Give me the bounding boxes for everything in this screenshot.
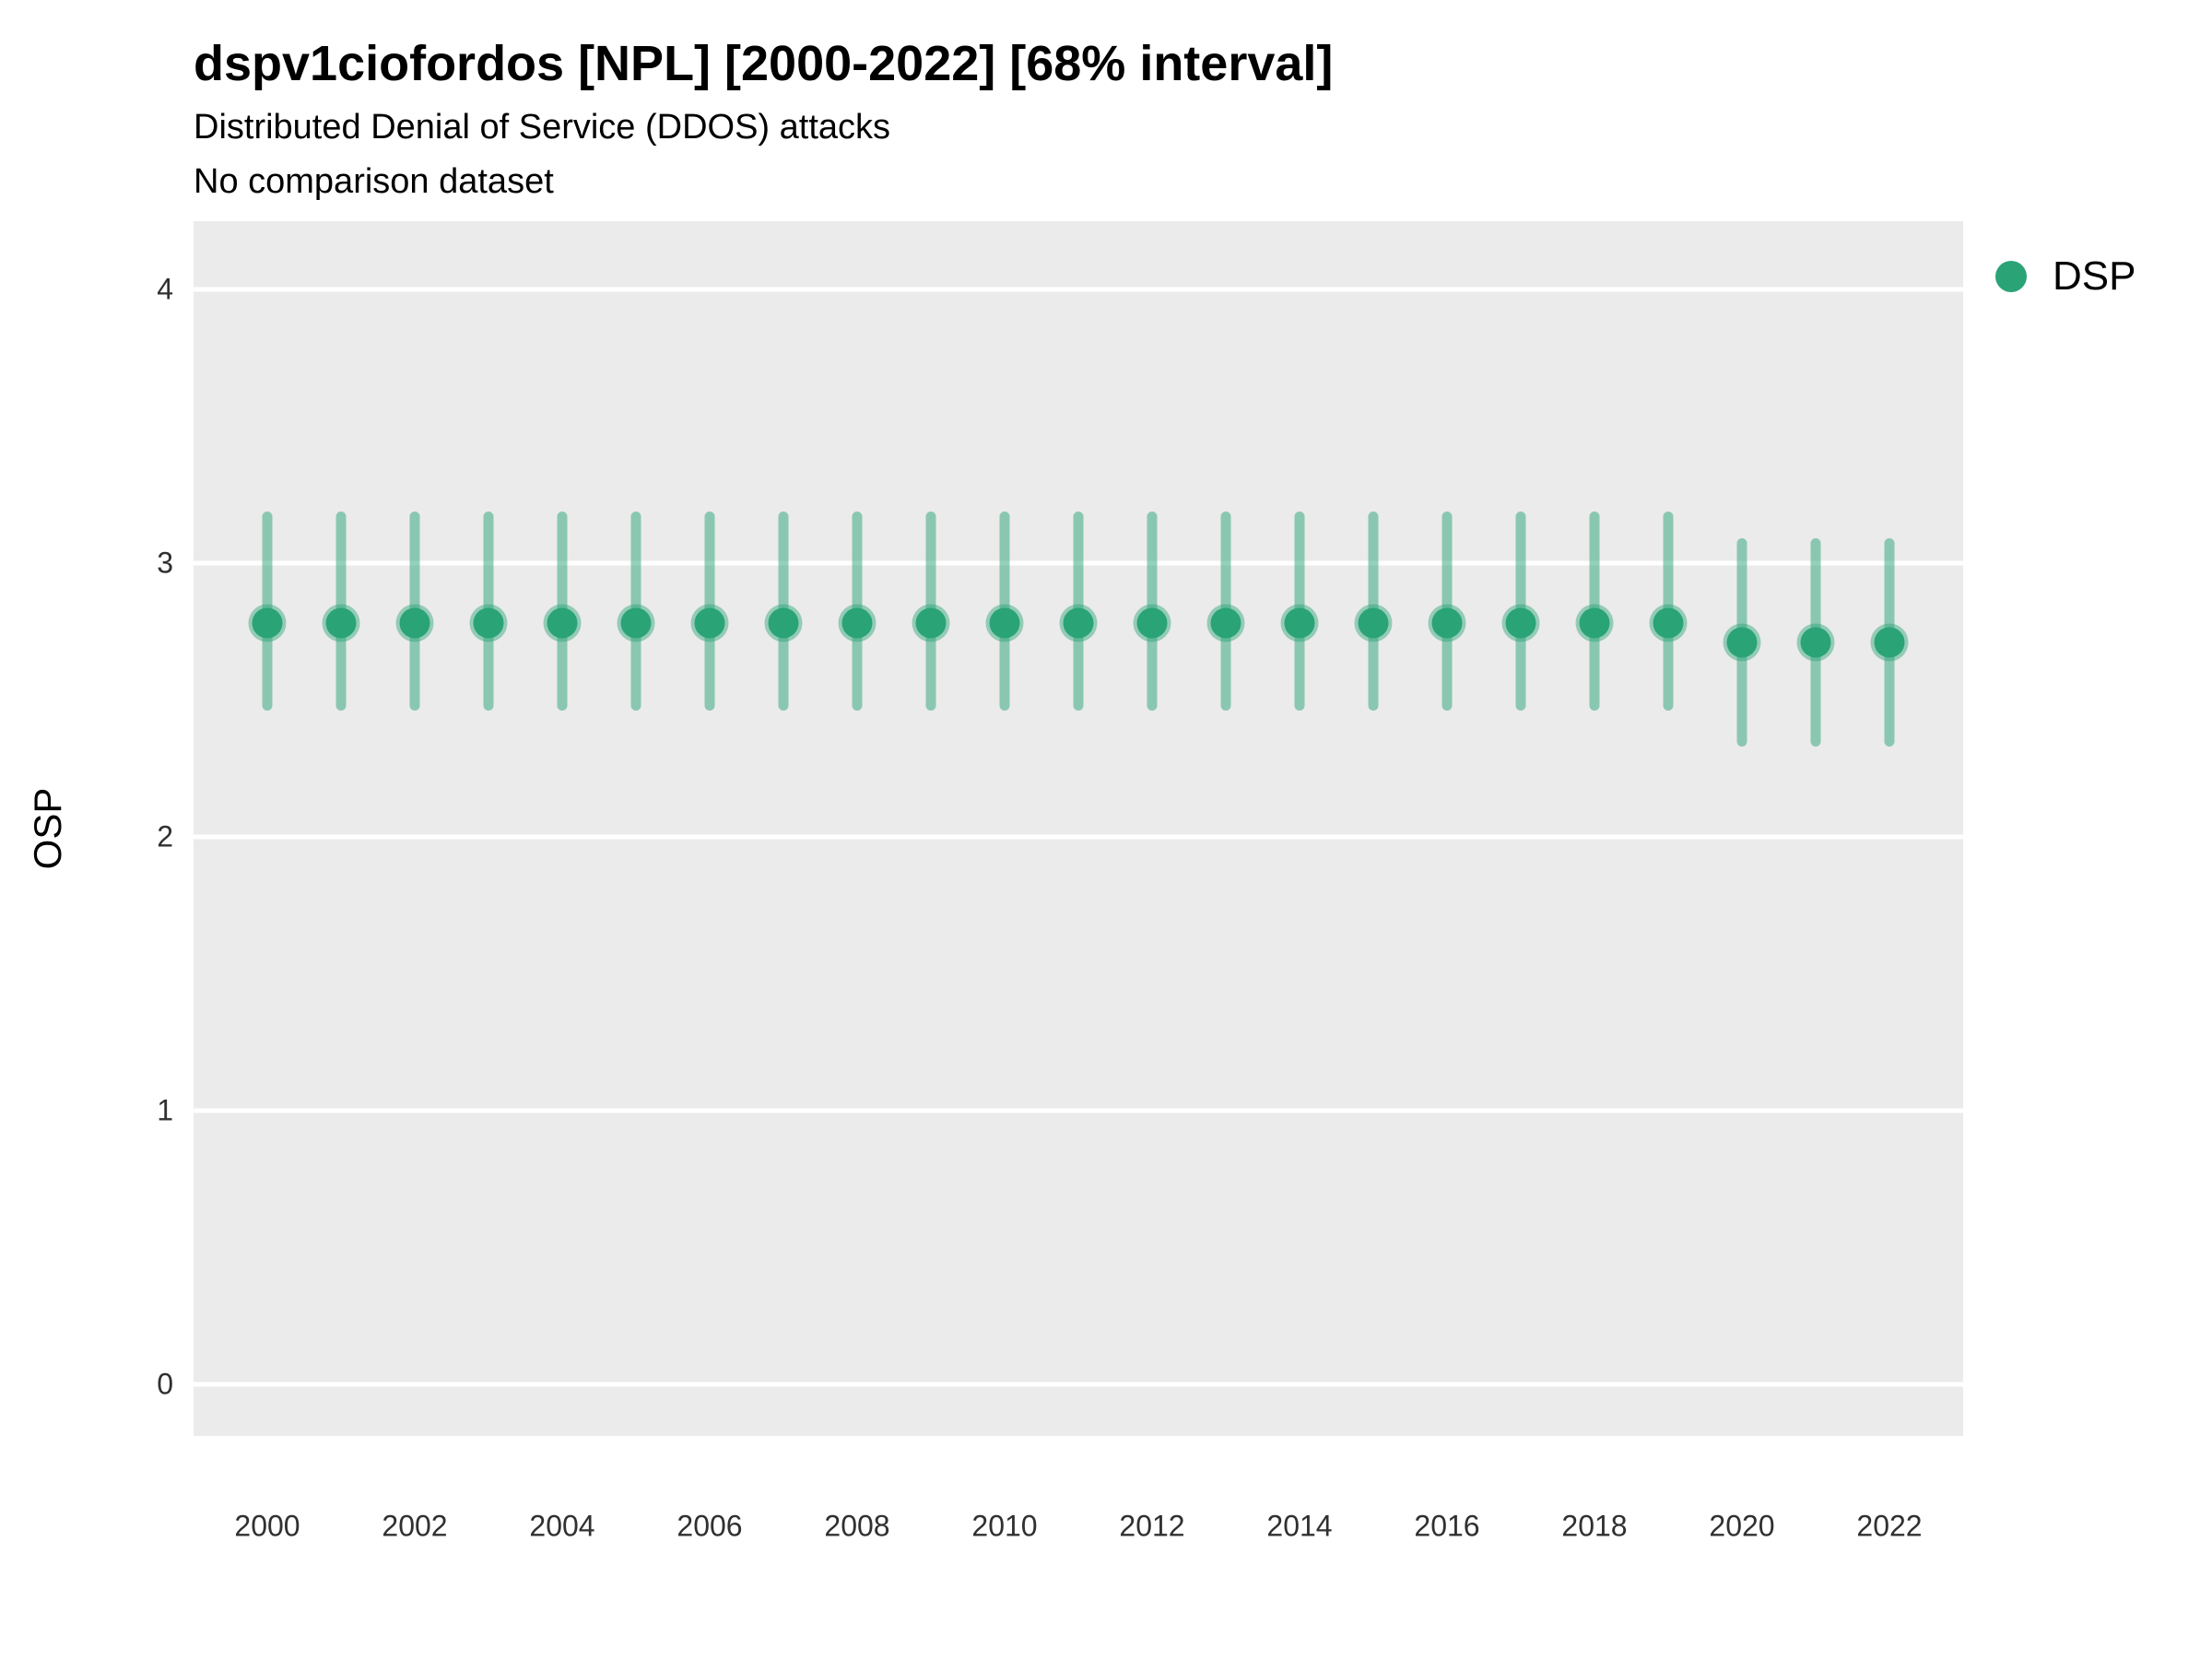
legend-marker-circle	[1995, 261, 2027, 292]
y-tick-label-2: 2	[157, 819, 173, 853]
gridline-y-0	[194, 1382, 1963, 1387]
chart-title: dspv1ciofordos [NPL] [2000-2022] [68% in…	[194, 36, 1334, 91]
gridline-y-1	[194, 1108, 1963, 1113]
legend: DSP	[1995, 253, 2136, 300]
x-tick-label-2006: 2006	[677, 1509, 743, 1543]
data-point-2005	[620, 607, 652, 639]
data-point-2000	[252, 607, 283, 639]
data-point-2002	[399, 607, 430, 639]
data-point-2012	[1136, 607, 1168, 639]
data-point-2021	[1800, 627, 1831, 658]
x-tick-label-2000: 2000	[234, 1509, 300, 1543]
data-point-2004	[547, 607, 578, 639]
x-tick-label-2008: 2008	[824, 1509, 890, 1543]
data-point-2022	[1874, 627, 1905, 658]
gridline-y-4	[194, 287, 1963, 292]
x-tick-label-2020: 2020	[1709, 1509, 1775, 1543]
x-tick-label-2022: 2022	[1856, 1509, 1923, 1543]
chart-subtitle: Distributed Denial of Service (DDOS) att…	[194, 108, 891, 147]
data-point-2011	[1063, 607, 1094, 639]
data-point-2015	[1358, 607, 1389, 639]
x-tick-label-2016: 2016	[1414, 1509, 1480, 1543]
gridline-y-2	[194, 834, 1963, 840]
x-tick-label-2010: 2010	[971, 1509, 1038, 1543]
x-tick-label-2012: 2012	[1119, 1509, 1185, 1543]
data-point-2008	[841, 607, 873, 639]
data-point-2020	[1726, 627, 1758, 658]
data-point-2009	[915, 607, 947, 639]
data-point-2003	[473, 607, 504, 639]
data-point-2018	[1579, 607, 1610, 639]
data-point-2010	[989, 607, 1020, 639]
x-tick-label-2002: 2002	[382, 1509, 448, 1543]
plot-panel	[194, 221, 1963, 1436]
y-tick-label-4: 4	[157, 272, 173, 306]
data-point-2014	[1284, 607, 1315, 639]
data-point-2019	[1653, 607, 1684, 639]
y-tick-label-3: 3	[157, 546, 173, 580]
data-point-2001	[325, 607, 357, 639]
chart-caption: No comparison dataset	[194, 162, 554, 201]
legend-label: DSP	[2053, 253, 2136, 299]
data-point-2007	[768, 607, 799, 639]
y-tick-label-1: 1	[157, 1093, 173, 1127]
data-point-2013	[1210, 607, 1241, 639]
y-tick-label-0: 0	[157, 1367, 173, 1401]
data-point-2017	[1505, 607, 1536, 639]
data-point-2016	[1431, 607, 1463, 639]
x-tick-label-2004: 2004	[529, 1509, 595, 1543]
x-tick-label-2018: 2018	[1561, 1509, 1628, 1543]
data-point-2006	[694, 607, 725, 639]
x-tick-label-2014: 2014	[1266, 1509, 1333, 1543]
